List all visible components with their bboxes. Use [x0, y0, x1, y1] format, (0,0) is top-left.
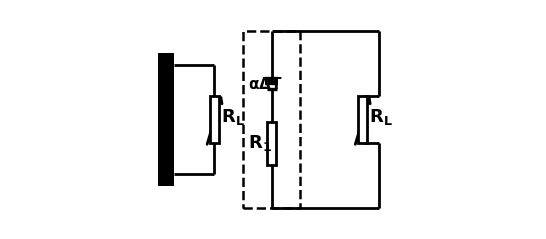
Text: $\mathbf{\alpha\Delta T}$: $\mathbf{\alpha\Delta T}$: [248, 76, 283, 92]
Bar: [358, 96, 367, 143]
Bar: [267, 122, 276, 165]
Bar: [210, 96, 219, 143]
Text: $\mathbf{R_{1}}$: $\mathbf{R_{1}}$: [248, 133, 272, 153]
Bar: [158, 53, 174, 186]
Text: $\mathbf{R}_{\mathbf{L}}$: $\mathbf{R}_{\mathbf{L}}$: [369, 107, 393, 127]
Bar: [243, 31, 300, 208]
Text: $\mathbf{R}_{\mathbf{L}}$: $\mathbf{R}_{\mathbf{L}}$: [221, 107, 245, 127]
